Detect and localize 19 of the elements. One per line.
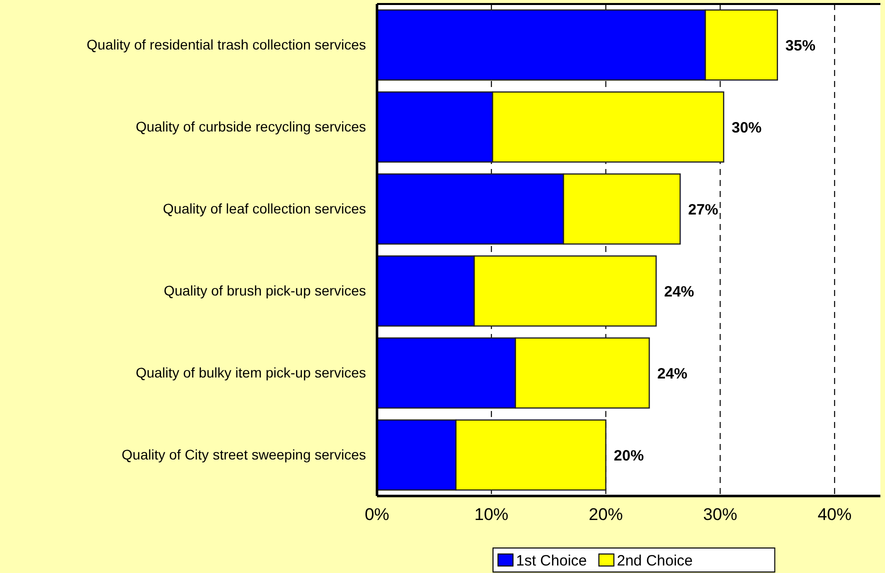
x-tick-label: 40% [818, 505, 852, 524]
legend-label: 2nd Choice [616, 552, 693, 570]
total-label: 24% [664, 283, 694, 300]
legend-label: 1st Choice [516, 552, 587, 570]
x-tick-label: 10% [474, 505, 508, 524]
x-tick-label: 20% [588, 505, 623, 524]
y-tick-label: Quality of curbside recycling services [136, 118, 366, 134]
y-tick-label: Quality of City street sweeping services [122, 446, 366, 462]
total-label: 35% [785, 37, 816, 54]
total-label: 27% [688, 201, 718, 218]
x-tick-label: 0% [364, 505, 390, 524]
y-tick-label: Quality of leaf collection services [162, 200, 366, 216]
total-label: 24% [657, 365, 688, 382]
y-tick-label: Quality of bulky item pick-up services [136, 364, 366, 380]
total-label: 30% [732, 119, 762, 136]
x-tick-label: 30% [703, 505, 738, 524]
total-label: 20% [614, 447, 644, 464]
y-tick-label: Quality of brush pick-up services [164, 282, 366, 298]
y-tick-label: Quality of residential trash collection services [86, 36, 366, 52]
